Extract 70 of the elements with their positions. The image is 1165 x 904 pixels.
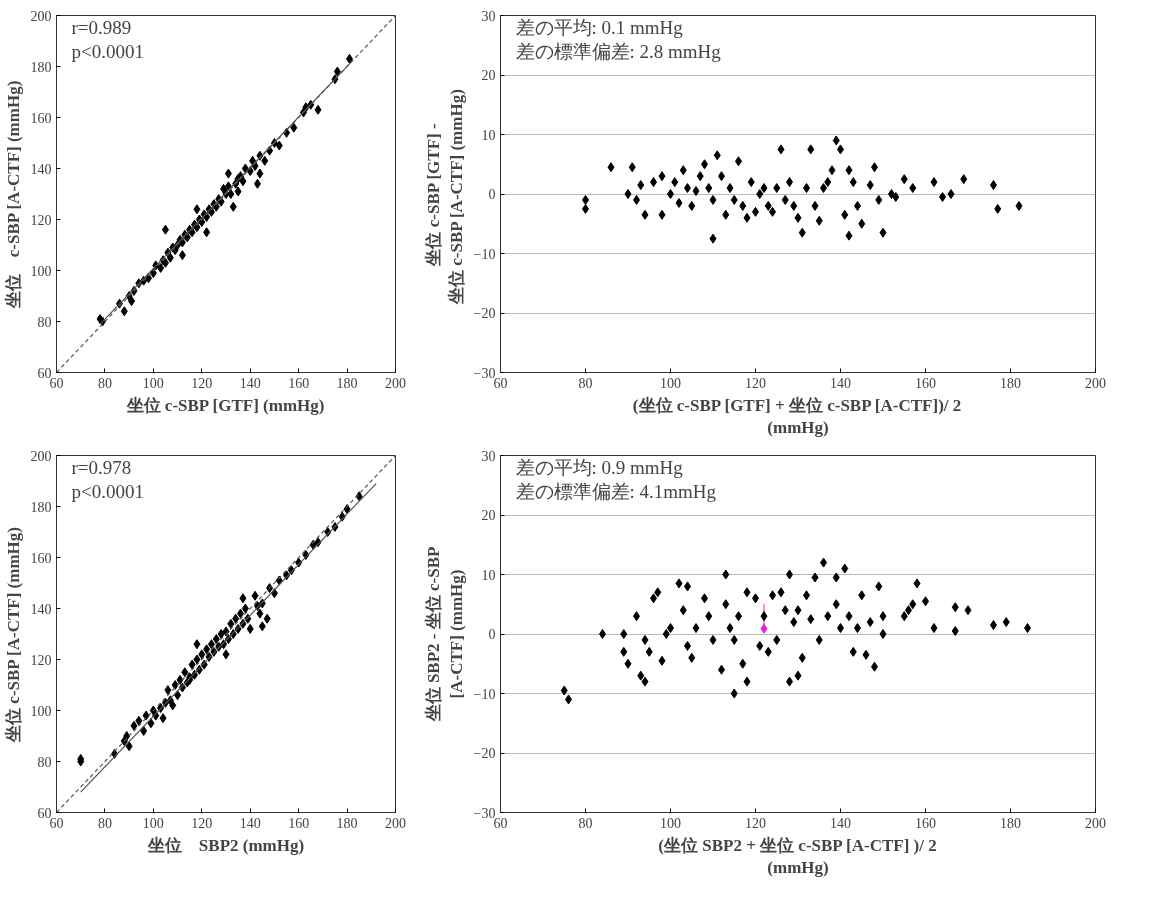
x-tick-label: 180: [1000, 815, 1021, 831]
x-tick-label: 180: [336, 815, 358, 831]
x-tick-label: 200: [385, 815, 406, 831]
y-tick-label: 200: [30, 448, 52, 464]
x-axis-title: (坐位 c-SBP [GTF] + 坐位 c-SBP [A-CTF])/ 2 (mmHg): [632, 395, 962, 438]
y-tick-label: 80: [37, 314, 52, 330]
x-tick-label: 80: [97, 375, 112, 391]
x-tick-label: 120: [745, 375, 766, 391]
annotation: p<0.0001: [71, 480, 144, 502]
y-tick-label: 120: [30, 652, 52, 668]
x-tick-label: 200: [1085, 815, 1106, 831]
x-tick-label: 140: [830, 815, 851, 831]
y-tick-label: 160: [30, 110, 52, 126]
y-axis-title: 坐位 c-SBP [A-CTF] (mmHg): [3, 527, 23, 743]
y-axis-title: 坐位 SBP2 - 坐位 c-SBP [A-CTF] (mmHg): [423, 546, 466, 723]
x-tick-label: 80: [578, 815, 593, 831]
annotation: p<0.0001: [71, 40, 144, 62]
y-tick-label: −20: [473, 306, 496, 321]
y-tick-label: 200: [30, 8, 52, 24]
x-tick-label: 100: [660, 375, 681, 391]
x-tick-label: 120: [191, 375, 213, 391]
x-tick-label: 120: [191, 815, 213, 831]
annotation: 差の標準偏差: 2.8 mmHg: [515, 40, 722, 62]
y-axis-title: 坐位 c-SBP [A-CTF] (mmHg): [3, 80, 23, 310]
x-axis-title: 坐位 SBP2 (mmHg): [146, 835, 305, 855]
x-axis-title: 坐位 c-SBP [GTF] (mmHg): [125, 395, 325, 415]
annotation: 差の平均: 0.1 mmHg: [515, 16, 684, 38]
y-tick-label: 20: [481, 68, 496, 83]
x-tick-label: 80: [578, 375, 593, 391]
y-tick-label: 20: [481, 508, 496, 523]
y-tick-label: 100: [30, 703, 52, 719]
y-tick-label: 180: [30, 59, 52, 75]
x-tick-label: 180: [336, 375, 358, 391]
x-tick-label: 80: [97, 815, 112, 831]
x-tick-label: 140: [830, 375, 851, 391]
y-tick-label: 10: [481, 567, 496, 583]
annotation: r=0.989: [71, 16, 132, 38]
y-tick-label: 80: [37, 754, 52, 770]
y-tick-label: 0: [488, 187, 496, 202]
y-tick-label: 140: [30, 161, 52, 177]
x-tick-label: 200: [1085, 375, 1106, 391]
x-tick-label: 160: [915, 815, 936, 831]
annotation: r=0.978: [71, 456, 132, 478]
x-tick-label: 100: [660, 815, 681, 831]
x-tick-label: 160: [288, 375, 310, 391]
y-tick-label: 140: [30, 601, 52, 617]
x-tick-label: 100: [142, 815, 164, 831]
y-tick-label: 30: [481, 8, 496, 24]
y-tick-label: 10: [481, 127, 496, 143]
y-tick-label: 100: [30, 263, 52, 279]
annotation: 差の平均: 0.9 mmHg: [515, 456, 684, 478]
y-axis-title: 坐位 c-SBP [GTF] - 坐位 c-SBP [A-CTF] (mmHg): [423, 89, 466, 306]
x-tick-label: 160: [288, 815, 310, 831]
y-tick-label: 30: [481, 448, 496, 464]
x-tick-label: 100: [142, 375, 164, 391]
y-tick-label: 160: [30, 550, 52, 566]
x-tick-label: 180: [1000, 375, 1021, 391]
y-tick-label: 120: [30, 212, 52, 228]
y-tick-label: −10: [473, 246, 496, 262]
y-tick-label: 0: [488, 627, 496, 642]
annotation: 差の標準偏差: 4.1mmHg: [515, 480, 717, 502]
x-axis-title: (坐位 SBP2 + 坐位 c-SBP [A-CTF] )/ 2 (mmHg): [658, 835, 937, 878]
x-tick-label: 140: [239, 375, 261, 391]
y-tick-label: 180: [30, 499, 52, 515]
x-tick-label: 200: [385, 375, 406, 391]
y-tick-label: −20: [473, 746, 496, 761]
x-tick-label: 140: [239, 815, 261, 831]
y-tick-label: −10: [473, 686, 496, 702]
x-tick-label: 120: [745, 815, 766, 831]
x-tick-label: 160: [915, 375, 936, 391]
